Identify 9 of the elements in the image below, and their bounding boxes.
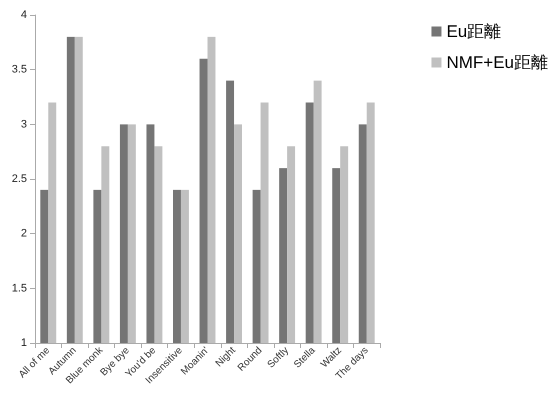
y-tick-label: 1: [20, 337, 27, 349]
y-tick-label: 3: [20, 118, 27, 130]
y-tick-label: 2: [20, 228, 27, 240]
y-tick-label: 3.5: [12, 64, 27, 76]
y-tick-label: 1.5: [12, 282, 27, 294]
y-tick-label: 4: [20, 9, 27, 21]
legend-label: NMF+Eu距離: [446, 53, 548, 72]
legend-label: Eu距離: [446, 22, 502, 41]
y-tick-label: 2.5: [12, 173, 27, 185]
